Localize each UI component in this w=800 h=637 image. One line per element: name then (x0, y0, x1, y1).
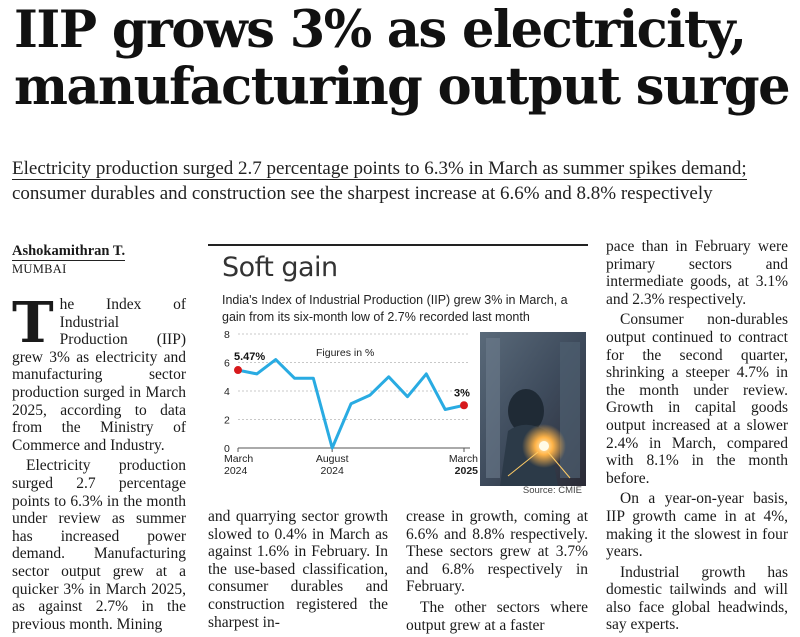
paragraph: and quarrying sector growth slowed to 0.… (208, 508, 388, 631)
article-column-3: crease in growth, coming at 6.6% and 8.8… (406, 508, 588, 637)
standfirst-line-1: Electricity production surged 2.7 percen… (12, 158, 747, 180)
paragraph: he Index of Industrial Production (IIP) … (12, 296, 186, 454)
data-point-first (234, 366, 242, 375)
chart-subtitle: India's Index of Industrial Production (… (222, 293, 568, 324)
chart-unit-label: Figures in % (316, 347, 374, 359)
article-column-4: pace than in February were primary secto… (606, 238, 788, 637)
headline-line-1: IIP grows 3% as electricity, (14, 0, 747, 60)
paragraph: Electricity production surged 2.7 percen… (12, 457, 186, 633)
byline-author[interactable]: Ashokamithran T. (12, 243, 126, 261)
paragraph: crease in growth, coming at 6.6% and 8.8… (406, 508, 588, 596)
paragraph: The other sectors where output grew at a… (406, 598, 588, 634)
x-tick-label: 2024 (224, 465, 248, 477)
paragraph: On a year-on-year basis, IIP growth came… (606, 490, 788, 561)
article-column-2: and quarrying sector growth slowed to 0.… (208, 508, 388, 634)
chart-source: Source: CMIE (522, 485, 582, 496)
paragraph: Industrial growth has domestic tailwinds… (606, 563, 788, 634)
chart-title: Soft gain (222, 252, 338, 283)
byline-location: MUMBAI (12, 262, 67, 276)
standfirst: Electricity production surged 2.7 percen… (12, 156, 792, 206)
paragraph: Consumer non-durables output continued t… (606, 311, 788, 487)
data-point-last (460, 401, 468, 410)
chart-box: Soft gain India's Index of Industrial Pr… (208, 244, 588, 502)
x-tick-label: March (449, 453, 478, 465)
x-tick-label: 2025 (455, 465, 479, 477)
data-label-last: 3% (454, 387, 470, 399)
headline: IIP grows 3% as electricity, manufacturi… (14, 2, 794, 116)
series-line (237, 358, 465, 450)
welder-photo-icon (480, 332, 586, 486)
x-tick-label: August (316, 453, 349, 465)
y-tick-label: 0 (224, 443, 230, 455)
data-label-first: 5.47% (234, 351, 265, 363)
y-tick-label: 8 (224, 329, 230, 341)
x-tick-label: 2024 (320, 465, 344, 477)
drop-cap: T (12, 290, 54, 356)
y-tick-label: 6 (224, 358, 230, 370)
x-tick-label: March (224, 453, 253, 465)
article-column-1: T he Index of Industrial Production (IIP… (12, 290, 186, 636)
standfirst-line-2: consumer durables and construction see t… (12, 183, 713, 204)
headline-line-2: manufacturing output surge (14, 57, 791, 117)
y-tick-label: 2 (224, 415, 230, 427)
y-tick-label: 4 (224, 386, 230, 398)
paragraph: pace than in February were primary secto… (606, 238, 788, 308)
